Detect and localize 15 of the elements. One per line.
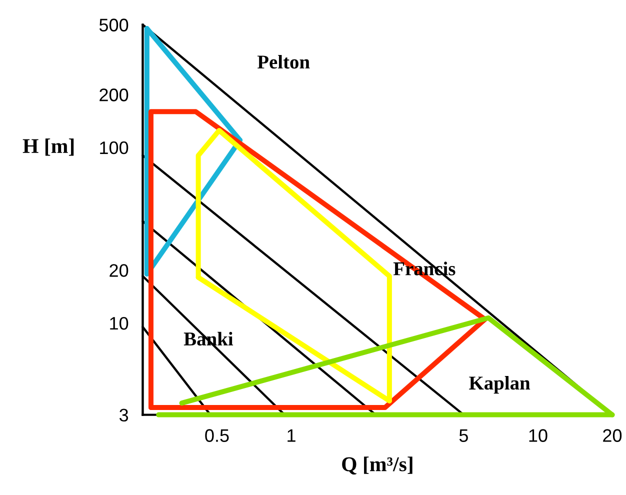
- y-tick-label: 500: [99, 18, 128, 32]
- y-tick-label: 100: [100, 141, 128, 154]
- y-tick-label: 10: [110, 316, 128, 330]
- y-axis-title: H [m]: [22, 138, 74, 156]
- x-tick-label: 1: [288, 429, 296, 442]
- x-tick-label: 5: [459, 429, 468, 442]
- annotation: Pelton: [257, 54, 310, 69]
- x-tick-label: 0.5: [205, 429, 229, 442]
- annotation: Kaplan: [469, 376, 530, 394]
- x-axis-title: Q [m³/s]: [342, 456, 412, 474]
- y-tick-label: 3: [119, 408, 128, 422]
- y-tick-label: 20: [110, 264, 128, 277]
- x-tick-label: 20: [603, 429, 622, 442]
- y-tick-label: 200: [100, 88, 128, 102]
- x-tick-label: 10: [529, 429, 548, 442]
